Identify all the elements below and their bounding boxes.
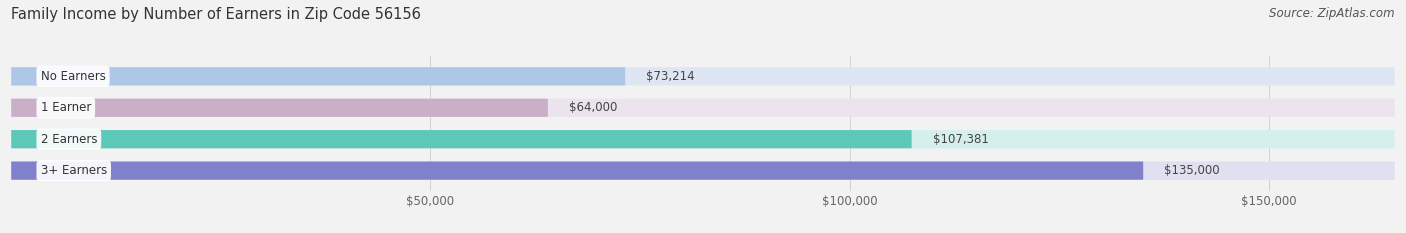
FancyBboxPatch shape <box>11 161 1143 180</box>
FancyBboxPatch shape <box>11 99 1395 117</box>
FancyBboxPatch shape <box>11 67 626 86</box>
FancyBboxPatch shape <box>11 130 911 148</box>
Text: $64,000: $64,000 <box>569 101 617 114</box>
Text: Source: ZipAtlas.com: Source: ZipAtlas.com <box>1270 7 1395 20</box>
FancyBboxPatch shape <box>11 99 548 117</box>
Text: 2 Earners: 2 Earners <box>41 133 97 146</box>
Text: $135,000: $135,000 <box>1164 164 1220 177</box>
Text: $107,381: $107,381 <box>932 133 988 146</box>
FancyBboxPatch shape <box>11 161 1395 180</box>
Text: $73,214: $73,214 <box>647 70 695 83</box>
Text: 3+ Earners: 3+ Earners <box>41 164 107 177</box>
Text: 1 Earner: 1 Earner <box>41 101 91 114</box>
Text: No Earners: No Earners <box>41 70 105 83</box>
FancyBboxPatch shape <box>11 67 1395 86</box>
Text: Family Income by Number of Earners in Zip Code 56156: Family Income by Number of Earners in Zi… <box>11 7 422 22</box>
FancyBboxPatch shape <box>11 130 1395 148</box>
